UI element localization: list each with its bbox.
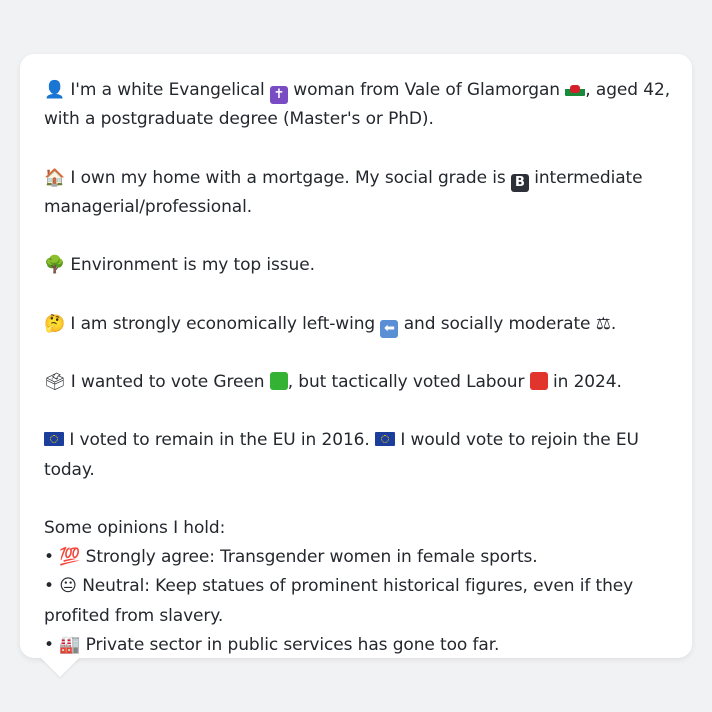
ideology-before: I am strongly economically left-wing bbox=[70, 313, 376, 334]
vote-after: in 2024. bbox=[552, 371, 622, 392]
intro-after: , aged 42, with a postgraduate degree (M… bbox=[44, 80, 671, 130]
vote-middle: , but tactically voted Labour bbox=[287, 371, 525, 392]
intro-middle: woman from Vale of Glamorgan bbox=[293, 80, 560, 100]
balance-scale-icon: ⚖ bbox=[595, 313, 611, 334]
factory-icon: 🏭 bbox=[59, 634, 81, 655]
neutral-face-icon: 😐 bbox=[59, 576, 77, 597]
bullet: • bbox=[44, 547, 54, 568]
bullet: • bbox=[44, 634, 54, 655]
tree-icon: 🌳 bbox=[44, 255, 66, 276]
eu-paragraph: I voted to remain in the EU in 2016. I w… bbox=[44, 426, 674, 484]
intro-paragraph: 👤 I'm a white Evangelical ✝ woman from V… bbox=[44, 76, 674, 134]
opinions-section: Some opinions I hold: • 💯 Strongly agree… bbox=[44, 514, 674, 660]
ideology-paragraph: 🤔 I am strongly economically left-wing ⬅… bbox=[44, 310, 674, 339]
chat-message-bubble: 👤 I'm a white Evangelical ✝ woman from V… bbox=[20, 54, 692, 658]
hundred-points-icon: 💯 bbox=[59, 547, 81, 568]
home-before-grade: I own my home with a mortgage. My social… bbox=[70, 167, 506, 188]
list-item: • 💯 Strongly agree: Transgender women in… bbox=[44, 543, 674, 572]
ballot-box-icon: 🗳 bbox=[44, 371, 66, 392]
wales-flag-icon bbox=[565, 82, 586, 96]
eu-flag-icon bbox=[44, 432, 64, 447]
eu-first: I voted to remain in the EU in 2016. bbox=[69, 430, 370, 451]
vote-before: I wanted to vote Green bbox=[70, 371, 265, 392]
thinking-face-icon: 🤔 bbox=[44, 313, 66, 334]
letter-b-icon: B bbox=[510, 173, 529, 192]
issue-text: Environment is my top issue. bbox=[70, 255, 315, 276]
message-content: 👤 I'm a white Evangelical ✝ woman from V… bbox=[44, 76, 674, 660]
opinion-text: Private sector in public services has go… bbox=[85, 634, 500, 655]
vote-paragraph: 🗳 I wanted to vote Green , but tacticall… bbox=[44, 368, 674, 397]
house-icon: 🏠 bbox=[44, 167, 66, 188]
opinion-text: Neutral: Keep statues of prominent histo… bbox=[44, 576, 634, 626]
bullet: • bbox=[44, 576, 54, 597]
green-square-icon bbox=[269, 371, 288, 390]
list-item: • 😐 Neutral: Keep statues of prominent h… bbox=[44, 572, 674, 630]
opinions-heading: Some opinions I hold: bbox=[44, 517, 226, 538]
home-after: intermediate managerial/professional. bbox=[44, 167, 643, 217]
red-square-icon bbox=[529, 371, 548, 390]
intro-before-religion: I'm a white Evangelical bbox=[70, 80, 265, 100]
eu-second: I would vote to rejoin the EU today. bbox=[44, 430, 639, 480]
person-silhouette-icon: 👤 bbox=[44, 80, 66, 100]
eu-flag-icon bbox=[375, 432, 396, 447]
list-item: • 🏭 Private sector in public services ha… bbox=[44, 631, 674, 660]
ideology-after: . bbox=[610, 313, 617, 334]
bubble-tail bbox=[40, 657, 80, 677]
issue-paragraph: 🌳 Environment is my top issue. bbox=[44, 251, 674, 280]
opinion-text: Strongly agree: Transgender women in fem… bbox=[85, 547, 538, 568]
left-arrow-icon: ⬅ bbox=[380, 319, 399, 338]
home-paragraph: 🏠 I own my home with a mortgage. My soci… bbox=[44, 164, 674, 222]
ideology-middle: and socially moderate bbox=[403, 313, 591, 334]
latin-cross-icon: ✝ bbox=[269, 86, 288, 104]
